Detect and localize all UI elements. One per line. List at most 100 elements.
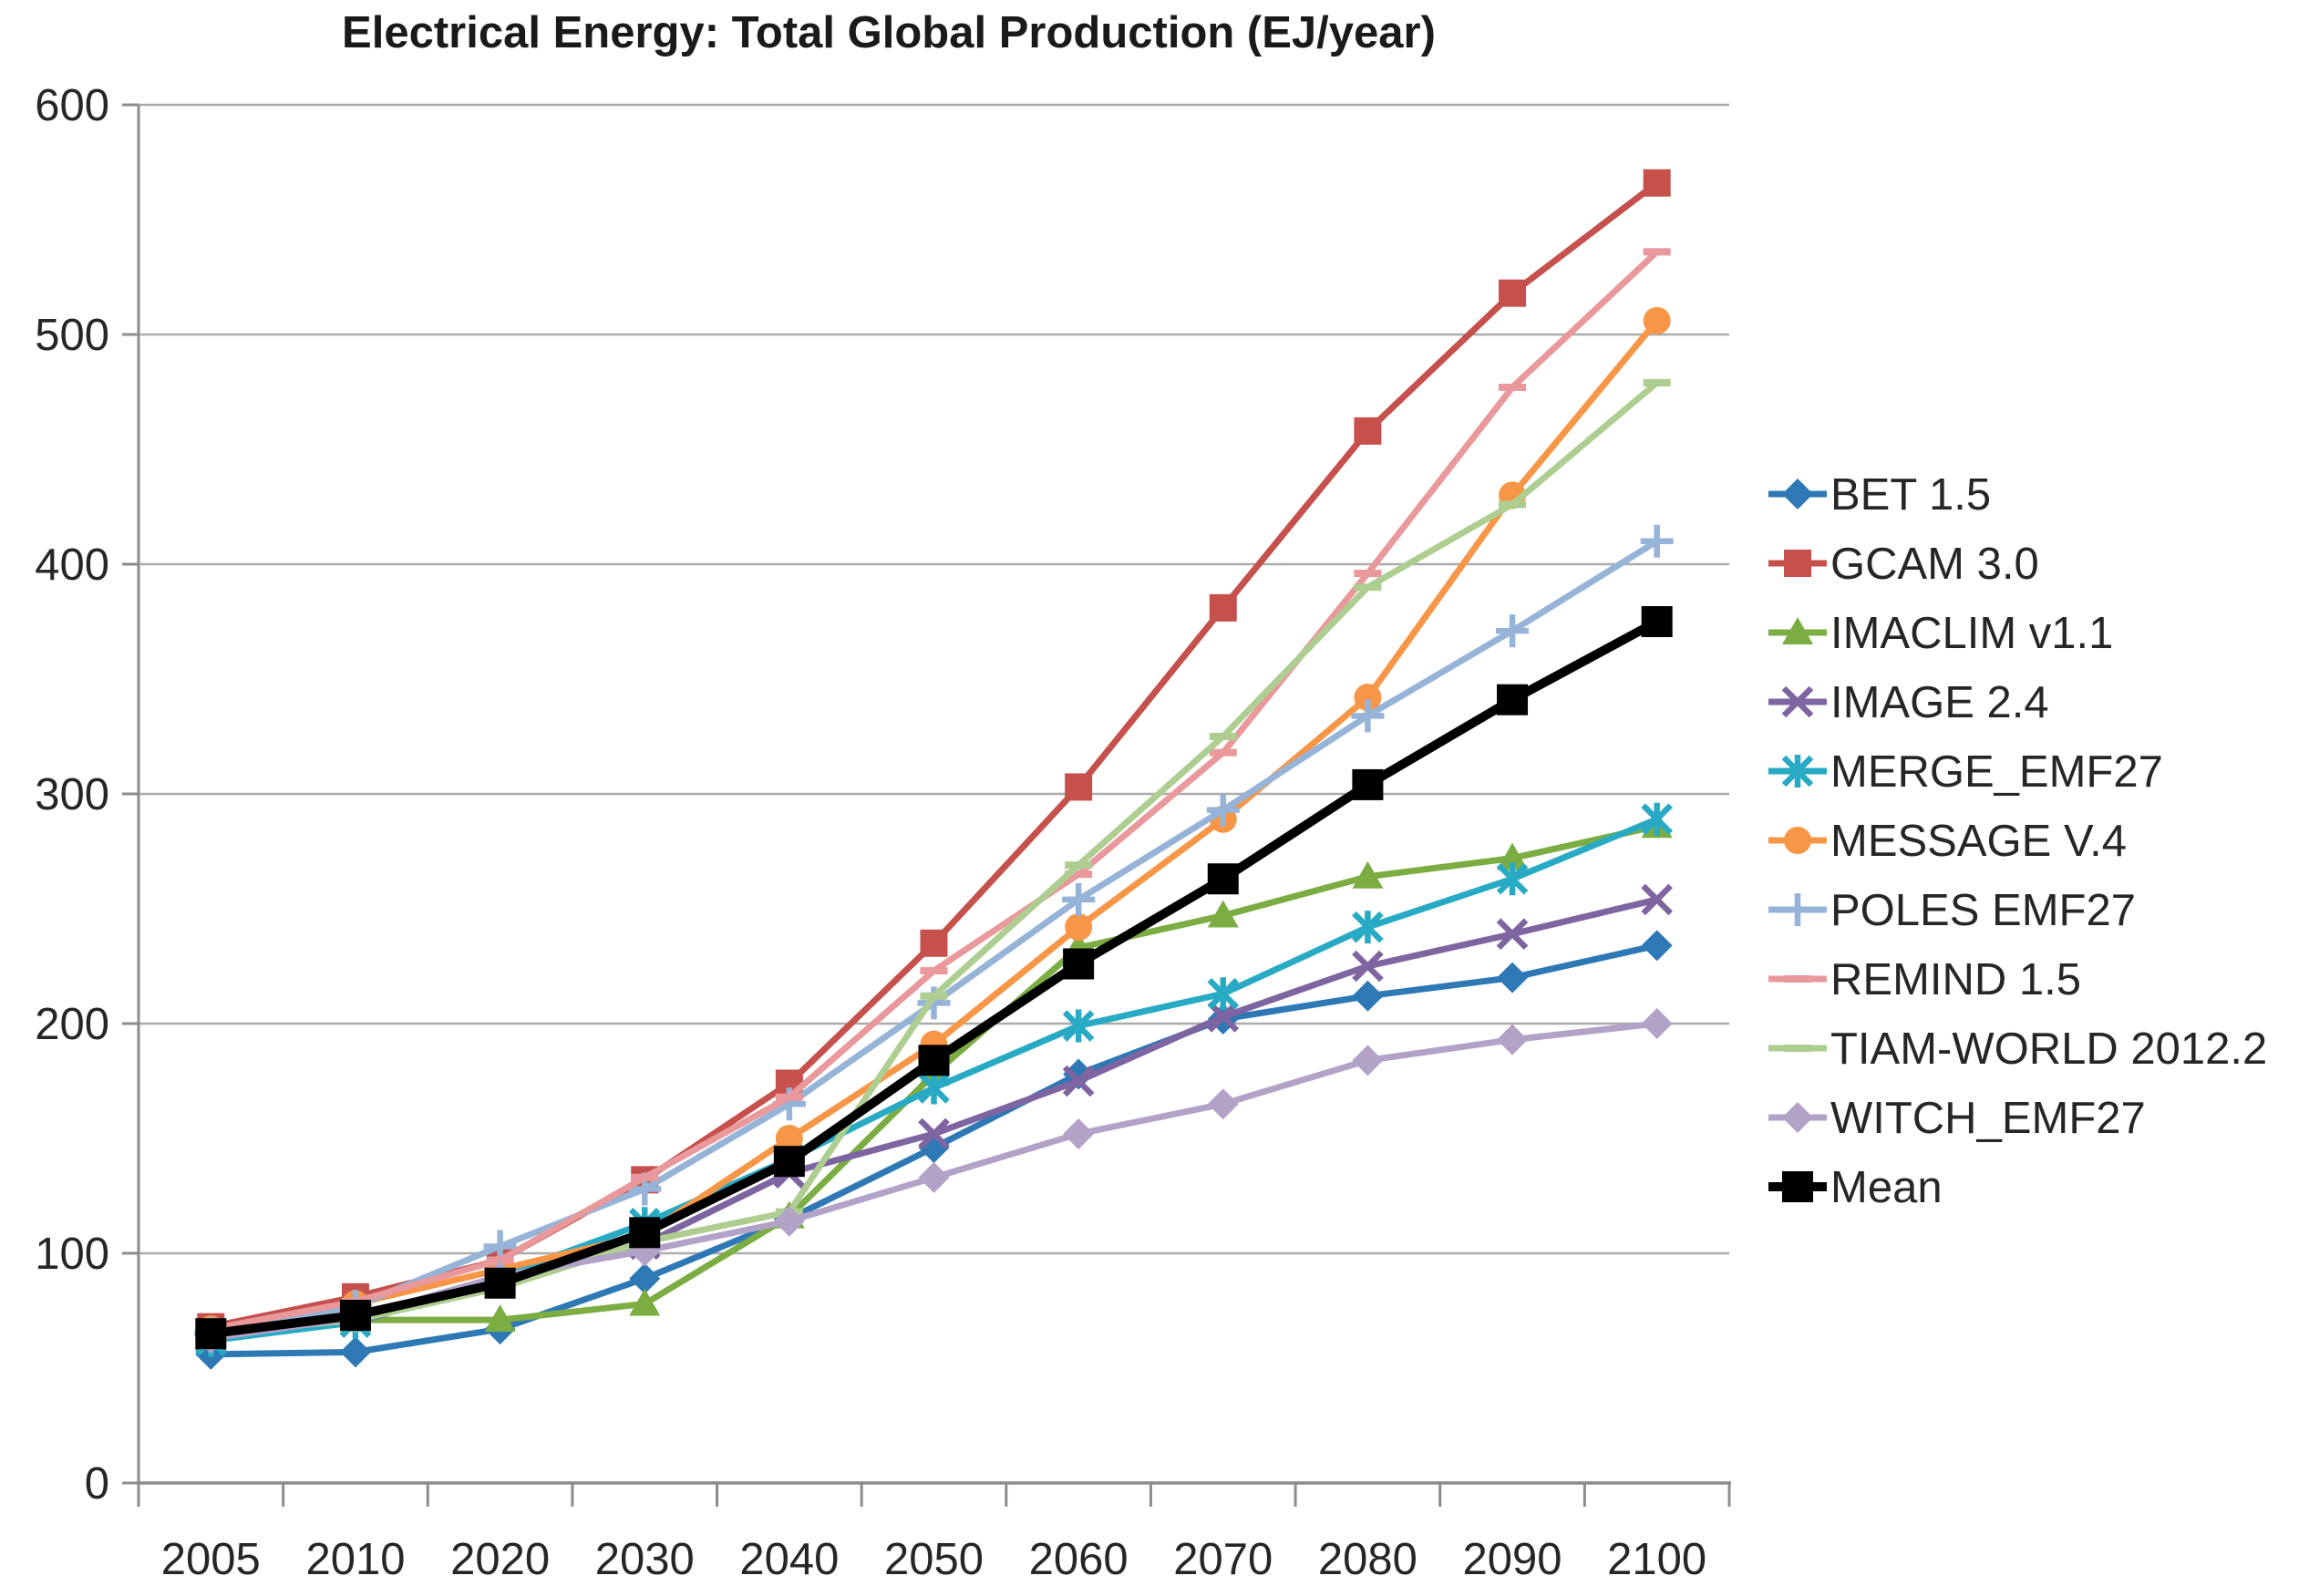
series-marker [1354, 417, 1382, 445]
y-axis-tick-label: 0 [85, 1459, 109, 1508]
series-marker [1497, 962, 1529, 994]
legend-item: MESSAGE V.4 [1768, 817, 2127, 866]
series-marker [1352, 860, 1384, 889]
series-marker [1782, 1171, 1813, 1202]
series-marker [1497, 842, 1529, 870]
series-marker [1354, 583, 1382, 592]
series-marker [1641, 930, 1673, 962]
series-marker [1784, 975, 1811, 983]
series-marker [1354, 570, 1382, 578]
series-marker [1207, 1088, 1239, 1120]
series-marker [1209, 748, 1237, 757]
y-axis-tick-label: 300 [35, 770, 109, 819]
series-marker [1781, 755, 1814, 788]
legend-item: MERGE_EMF27 [1768, 747, 2163, 797]
chart-title: Electrical Energy: Total Global Producti… [342, 8, 1436, 57]
series-marker [1209, 733, 1237, 740]
y-axis-tick-label: 100 [35, 1230, 109, 1279]
series-marker [1784, 550, 1811, 577]
series-marker [1782, 617, 1813, 644]
series-marker [920, 967, 948, 975]
series-marker [1496, 918, 1529, 951]
legend-label: WITCH_EMF27 [1830, 1094, 2146, 1143]
series-marker [1207, 1001, 1240, 1033]
series-marker [773, 1205, 805, 1237]
series-marker [629, 1288, 661, 1316]
x-axis: 2005 2010 2020 2030 2040 2050 2060 2070 2080 2090… [137, 1483, 1731, 1584]
legend-item: IMACLIM v1.1 [1768, 609, 2113, 658]
series-marker [1352, 1045, 1384, 1076]
series-marker [1782, 1102, 1813, 1133]
series-marker [1781, 685, 1814, 718]
series-marker [484, 1304, 516, 1333]
series-marker [775, 1093, 803, 1101]
series-line [207, 896, 1661, 1342]
legend-label: BET 1.5 [1830, 470, 1991, 520]
series-marker [1641, 1008, 1673, 1039]
series-marker [1352, 950, 1384, 983]
series-marker [1063, 948, 1095, 980]
legend-item: IMAGE 2.4 [1768, 678, 2049, 727]
series-marker [1062, 882, 1096, 916]
series-marker [1207, 977, 1240, 1011]
y-axis: 0 100 200 300 400 500 600 [35, 81, 1731, 1508]
x-axis-tick-label: 2070 [1173, 1535, 1273, 1584]
series-marker [1781, 893, 1814, 926]
legend-label: TIAM-WORLD 2012.2 [1830, 1025, 2267, 1074]
series-marker [1643, 248, 1671, 256]
legend-item: POLES EMF27 [1768, 886, 2136, 935]
y-axis-tick-label: 600 [35, 81, 109, 130]
legend-label: MERGE_EMF27 [1830, 747, 2163, 797]
series-marker [1062, 1065, 1095, 1097]
series-marker [1784, 1045, 1811, 1052]
series-marker [1643, 306, 1671, 335]
series-marker [1207, 863, 1239, 895]
legend-item: Mean [1768, 1163, 1943, 1212]
legend-label: POLES EMF27 [1830, 886, 2136, 935]
series-marker [339, 1336, 371, 1368]
legend-label: IMAGE 2.4 [1830, 678, 2049, 727]
series-marker [1207, 900, 1239, 928]
series-marker [1206, 793, 1240, 827]
series-marker [1065, 913, 1093, 942]
series-marker [918, 1071, 950, 1105]
series-marker [1497, 684, 1529, 716]
series-marker [1499, 383, 1527, 391]
legend-item: TIAM-WORLD 2012.2 [1768, 1025, 2267, 1074]
series-marker [918, 1161, 950, 1193]
series-marker [484, 1267, 516, 1299]
series-marker [1065, 773, 1093, 801]
series-tiam-world-2012-2 [197, 378, 1671, 1338]
series-marker [1065, 870, 1093, 879]
series-marker [920, 992, 948, 1000]
series-marker [631, 1173, 659, 1181]
series-marker [1065, 861, 1093, 870]
x-axis-tick-label: 2005 [161, 1535, 261, 1584]
series-marker [1062, 1009, 1095, 1043]
legend-item: BET 1.5 [1768, 470, 1991, 520]
series-remind-1-5 [197, 248, 1671, 1333]
y-axis-tick-label: 500 [35, 311, 109, 360]
x-axis-tick-label: 2050 [884, 1535, 984, 1584]
series-marker [195, 1318, 227, 1350]
series-marker [773, 1146, 805, 1178]
series-marker [629, 1217, 661, 1249]
series-marker [1499, 279, 1527, 307]
series-marker [1352, 768, 1384, 800]
legend-label: GCAM 3.0 [1830, 540, 2039, 589]
series-poles-emf27 [194, 524, 1674, 1351]
series-marker [1497, 1024, 1529, 1055]
series-marker [1641, 802, 1673, 836]
y-axis-tick-label: 400 [35, 541, 109, 590]
legend-label: REMIND 1.5 [1830, 955, 2081, 1004]
series-marker [918, 1117, 950, 1150]
series-marker [1499, 500, 1527, 509]
series-marker [1496, 862, 1529, 896]
series-marker [1641, 606, 1673, 637]
x-axis-tick-label: 2100 [1607, 1535, 1706, 1584]
series-marker [775, 1125, 803, 1152]
x-axis-tick-label: 2090 [1463, 1535, 1562, 1584]
legend-item: WITCH_EMF27 [1768, 1094, 2146, 1143]
